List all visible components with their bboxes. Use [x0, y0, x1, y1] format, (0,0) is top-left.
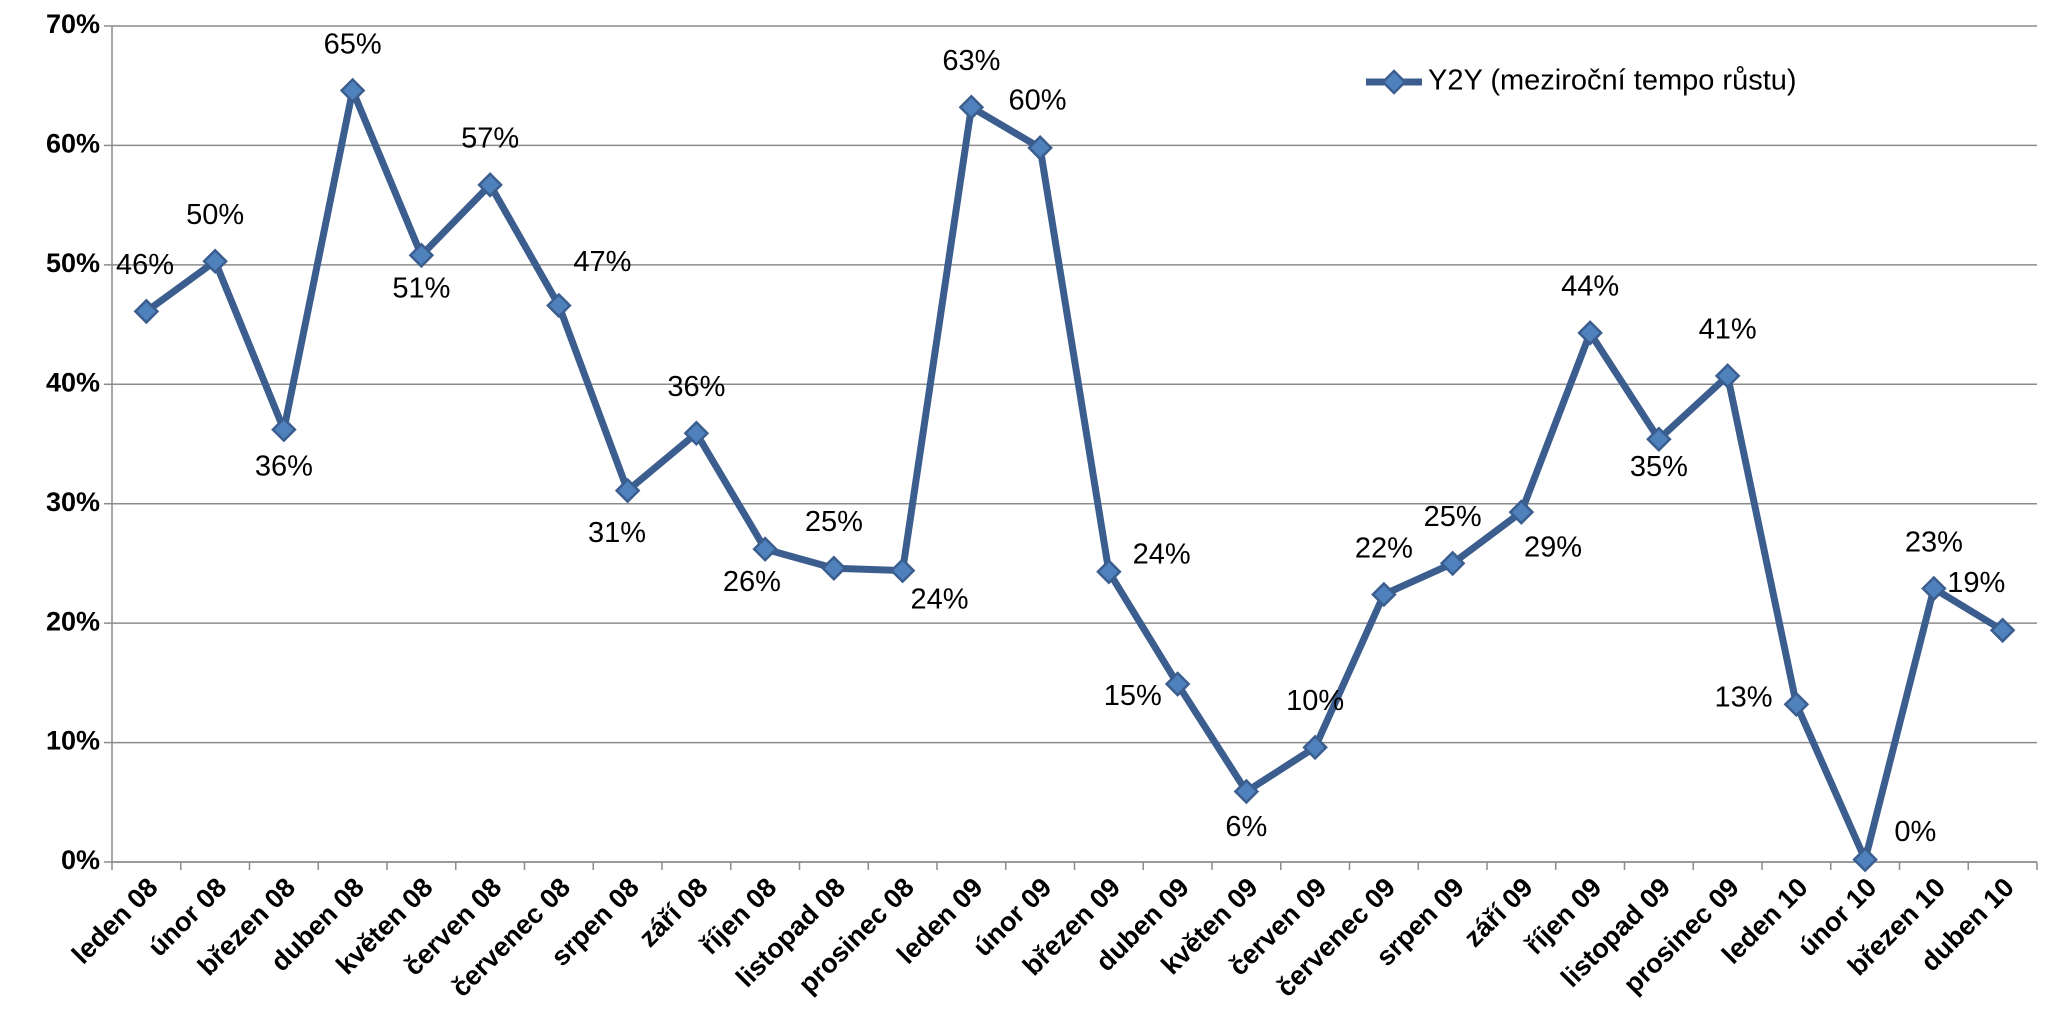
data-label: 31% [588, 517, 646, 549]
y-tick-label: 70% [46, 9, 100, 39]
marker [271, 416, 297, 443]
marker [1783, 691, 1810, 718]
data-label: 63% [942, 45, 1000, 77]
data-label: 25% [1424, 501, 1482, 533]
data-label: 15% [1104, 680, 1162, 712]
data-label: 47% [573, 246, 631, 278]
data-label: 41% [1699, 314, 1757, 346]
data-label: 51% [392, 272, 450, 304]
marker [1852, 846, 1878, 873]
legend-label: Y2Y (meziroční tempo růstu) [1428, 65, 1797, 97]
marker [1508, 499, 1535, 525]
marker [889, 557, 916, 584]
series-line [144, 86, 2005, 864]
marker [1439, 550, 1466, 577]
data-label: 65% [324, 28, 382, 60]
y-tick-label: 0% [61, 845, 100, 875]
data-label: 6% [1225, 811, 1267, 843]
marker [1714, 363, 1741, 389]
data-label: 23% [1905, 526, 1963, 558]
data-label: 44% [1561, 271, 1619, 303]
data-label: 36% [667, 371, 725, 403]
data-label: 60% [1008, 84, 1066, 116]
marker [1096, 559, 1122, 585]
marker [1371, 581, 1397, 608]
data-label: 13% [1715, 682, 1773, 714]
marker [477, 172, 503, 198]
marker [821, 555, 847, 581]
marker [133, 298, 160, 325]
data-label: 10% [1286, 685, 1344, 717]
legend-marker [1381, 69, 1407, 95]
x-tick-label: červenec 09 [1271, 872, 1402, 1003]
data-label: 26% [723, 566, 781, 598]
marker [1302, 734, 1328, 761]
marker [408, 242, 435, 269]
data-label: 24% [1133, 539, 1191, 571]
x-tick-label: červenec 08 [446, 872, 577, 1003]
y-tick-label: 20% [46, 606, 100, 636]
marker [752, 536, 778, 562]
data-label: 46% [116, 249, 174, 281]
marker [1921, 575, 1947, 602]
marker [546, 292, 572, 319]
data-label: 57% [461, 123, 519, 155]
y-tick-label: 50% [46, 248, 100, 278]
marker [1027, 135, 1053, 161]
data-label: 35% [1630, 451, 1688, 483]
marker [1164, 671, 1191, 697]
marker [683, 420, 710, 447]
data-label: 50% [186, 199, 244, 231]
y-tick-label: 30% [46, 487, 100, 517]
marker [339, 77, 366, 104]
legend-item: Y2Y (meziroční tempo růstu) [1366, 65, 1797, 97]
marker [202, 248, 228, 275]
data-label: 36% [255, 451, 313, 483]
data-label: 0% [1894, 816, 1936, 848]
x-tick-label: leden 08 [66, 872, 164, 970]
data-label: 25% [805, 506, 863, 538]
marker [1646, 426, 1672, 452]
marker [1577, 320, 1603, 346]
y-tick-label: 60% [46, 129, 100, 159]
marker [1989, 617, 2016, 644]
marker [1233, 778, 1260, 805]
marker [614, 477, 641, 504]
marker [958, 94, 985, 120]
data-label: 29% [1524, 532, 1582, 564]
y-tick-label: 40% [46, 367, 100, 397]
y-tick-label: 10% [46, 726, 100, 756]
data-label: 22% [1355, 532, 1413, 564]
data-label: 24% [911, 584, 969, 616]
data-label: 19% [1947, 567, 2005, 599]
